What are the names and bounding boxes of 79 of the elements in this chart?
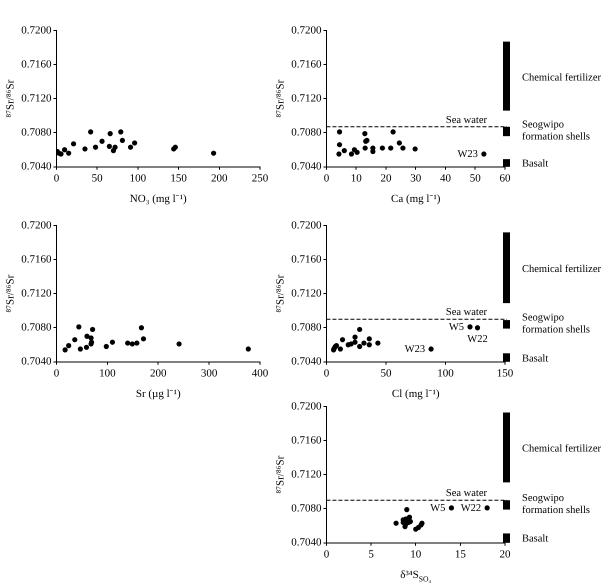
y-axis-title: ⁸⁷Sr/⁸⁶Sr: [274, 274, 286, 313]
x-tick-label: 50: [470, 172, 482, 184]
y-tick-label: 0.7080: [21, 126, 52, 139]
x-tick-label: 60: [500, 172, 511, 184]
x-tick-label: 50: [380, 367, 392, 380]
annotation: W23: [457, 149, 478, 160]
x-tick-label: 100: [130, 172, 147, 184]
y-axis-title: ⁸⁷Sr/⁸⁶Sr: [4, 79, 16, 118]
x-tick-label: 0: [54, 172, 60, 184]
y-tick-label: 0.7200: [291, 400, 322, 412]
x-tick-label: 15: [454, 548, 466, 560]
x-tick-label: 5: [368, 548, 374, 560]
y-tick-label: 0.7120: [21, 92, 52, 105]
x-tick-label: 250: [252, 172, 269, 184]
ref-line-label: Sea water: [446, 488, 488, 500]
x-tick-label: 100: [437, 367, 454, 380]
y-tick-label: 0.7160: [291, 434, 322, 447]
annotation: Basalt: [522, 534, 548, 545]
y-tick-label: 0.7040: [291, 160, 322, 173]
annotation: W23: [404, 344, 426, 356]
y-tick-label: 0.7200: [21, 219, 52, 232]
y-tick-label: 0.7160: [21, 58, 52, 71]
x-tick-label: 400: [252, 367, 269, 380]
annotation: Seogwipo formation shells: [522, 492, 590, 516]
annotation: Chemical fertilizer: [522, 264, 602, 276]
annotation: W22: [460, 502, 482, 514]
annotation: Chemical fertilizer: [522, 443, 602, 454]
y-tick-label: 0.7120: [21, 288, 52, 300]
y-tick-label: 0.7200: [291, 24, 322, 36]
ref-line-label: Sea water: [446, 307, 488, 318]
x-tick-label: 20: [380, 172, 392, 184]
ref-line-label: Sea water: [446, 114, 488, 126]
y-tick-label: 0.7160: [21, 254, 52, 266]
x-tick-label: 0: [324, 172, 330, 184]
y-axis-title: ⁸⁷Sr/⁸⁶Sr: [274, 455, 286, 494]
x-tick-label: 0: [54, 367, 60, 380]
x-axis-title: Cl (mg l⁻¹): [392, 388, 440, 400]
x-tick-label: 150: [496, 367, 514, 380]
annotation: Chemical fertilizer: [522, 72, 602, 84]
annotation: W5: [430, 502, 446, 514]
y-tick-label: 0.7080: [291, 502, 322, 515]
y-tick-label: 0.7160: [291, 254, 322, 266]
x-tick-label: 10: [350, 172, 362, 184]
x-tick-label: 10: [410, 548, 422, 560]
x-tick-label: 150: [170, 172, 188, 184]
x-tick-label: 200: [150, 367, 167, 380]
y-tick-label: 0.7080: [291, 322, 322, 334]
x-tick-label: 0: [324, 367, 330, 380]
annotation: W22: [467, 334, 488, 345]
y-tick-label: 0.7080: [291, 126, 322, 139]
x-tick-label: 50: [92, 172, 104, 184]
x-axis-title: NO₃ (mg l⁻¹): [130, 193, 188, 205]
annotation: Basalt: [522, 354, 548, 365]
y-tick-label: 0.7040: [291, 356, 322, 368]
x-axis-title: Sr (µg l⁻¹): [136, 388, 181, 400]
y-tick-label: 0.7200: [291, 219, 322, 232]
x-tick-label: 20: [500, 548, 511, 560]
y-tick-label: 0.7040: [21, 160, 52, 173]
y-tick-label: 0.7120: [291, 92, 322, 105]
annotation: Basalt: [522, 158, 548, 170]
y-axis-title: ⁸⁷Sr/⁸⁶Sr: [4, 274, 16, 313]
y-tick-label: 0.7200: [21, 24, 52, 36]
y-tick-label: 0.7160: [291, 58, 322, 71]
x-tick-label: 40: [440, 172, 452, 184]
y-tick-label: 0.7040: [291, 536, 322, 549]
x-axis-title: Ca (mg l⁻¹): [390, 193, 441, 205]
x-tick-label: 30: [410, 172, 422, 184]
y-tick-label: 0.7080: [21, 322, 52, 334]
x-tick-label: 100: [99, 367, 116, 380]
y-tick-label: 0.7120: [291, 288, 322, 300]
y-axis-title: ⁸⁷Sr/⁸⁶Sr: [274, 79, 286, 118]
x-tick-label: 200: [211, 172, 228, 184]
annotation: Seogwipo formation shells: [522, 119, 590, 142]
annotation: Seogwipo formation shells: [522, 312, 590, 336]
y-tick-label: 0.7040: [21, 356, 52, 368]
x-tick-label: 0: [324, 548, 330, 560]
y-tick-label: 0.7120: [291, 468, 322, 481]
annotation: W5: [448, 322, 464, 333]
x-tick-label: 300: [200, 367, 218, 380]
